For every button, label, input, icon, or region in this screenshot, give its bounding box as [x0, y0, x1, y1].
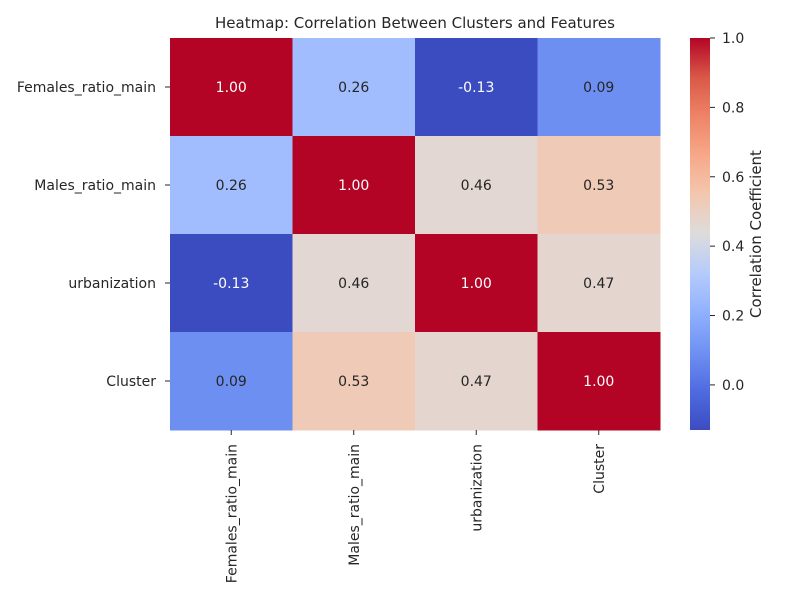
- row-label: Males_ratio_main: [34, 178, 156, 194]
- chart-title: Heatmap: Correlation Between Clusters an…: [215, 14, 615, 32]
- heatmap-cell: [537, 234, 661, 333]
- colorbar-label: Correlation Coefficient: [747, 150, 765, 318]
- cell-value-label: 0.46: [338, 276, 369, 292]
- cell-value-label: 0.47: [461, 374, 492, 390]
- heatmap-cell: [292, 38, 416, 137]
- row-label: urbanization: [68, 276, 156, 292]
- colorbar-tick-label: 0.6: [722, 170, 744, 186]
- column-label: Males_ratio_main: [347, 444, 363, 566]
- cell-value-label: 0.26: [338, 80, 369, 96]
- cell-value-label: 0.46: [461, 178, 492, 194]
- cell-value-label: 0.47: [583, 276, 614, 292]
- row-label: Cluster: [106, 374, 156, 390]
- cell-value-label: -0.13: [213, 276, 249, 292]
- cell-value-label: 1.00: [461, 276, 492, 292]
- column-label: Females_ratio_main: [224, 444, 240, 583]
- heatmap-cell: [292, 332, 416, 431]
- colorbar-tick-label: 0.2: [722, 309, 744, 325]
- cell-value-label: 0.09: [216, 374, 247, 390]
- heatmap-cell: [292, 136, 416, 235]
- colorbar: 0.0 0.2 0.4 0.6 0.8 1.0 Correlation Coefficien…: [690, 31, 765, 430]
- cell-value-label: 1.00: [216, 80, 247, 96]
- colorbar-gradient: [690, 38, 710, 430]
- heatmap-cell: [415, 332, 538, 431]
- colorbar-tick-label: 0.0: [722, 378, 744, 394]
- heatmap-cell: [537, 332, 661, 431]
- colorbar-tick-label: 0.4: [722, 239, 744, 255]
- heatmap-cell: [537, 136, 661, 235]
- column-label: Cluster: [592, 444, 608, 494]
- heatmap-cell: [415, 234, 538, 333]
- heatmap-cell: [170, 332, 293, 431]
- heatmap-cell: [415, 38, 538, 137]
- heatmap-cell: [170, 136, 293, 235]
- column-labels: Females_ratio_main Males_ratio_main urbani…: [224, 430, 608, 583]
- colorbar-tick-label: 1.0: [722, 31, 744, 47]
- row-labels: Females_ratio_main Males_ratio_mainurbani…: [17, 80, 170, 390]
- cell-value-label: 1.00: [583, 374, 614, 390]
- heatmap-cells: 1.00 0.26 -0.13 0.09 0.26 1.00 0.46 0.53 -0.13 0.…: [170, 38, 661, 431]
- heatmap-cell: [415, 136, 538, 235]
- heatmap-cell: [170, 234, 293, 333]
- cell-value-label: 0.09: [583, 80, 614, 96]
- column-label: urbanization: [469, 444, 485, 532]
- cell-value-label: 0.53: [338, 374, 369, 390]
- heatmap-cell: [537, 38, 661, 137]
- colorbar-tick-label: 0.8: [722, 100, 744, 116]
- cell-value-label: 1.00: [338, 178, 369, 194]
- cell-value-label: -0.13: [458, 80, 494, 96]
- cell-value-label: 0.53: [583, 178, 614, 194]
- heatmap-cell: [170, 38, 293, 137]
- row-label: Females_ratio_main: [17, 80, 156, 96]
- heatmap-cell: [292, 234, 416, 333]
- cell-value-label: 0.26: [216, 178, 247, 194]
